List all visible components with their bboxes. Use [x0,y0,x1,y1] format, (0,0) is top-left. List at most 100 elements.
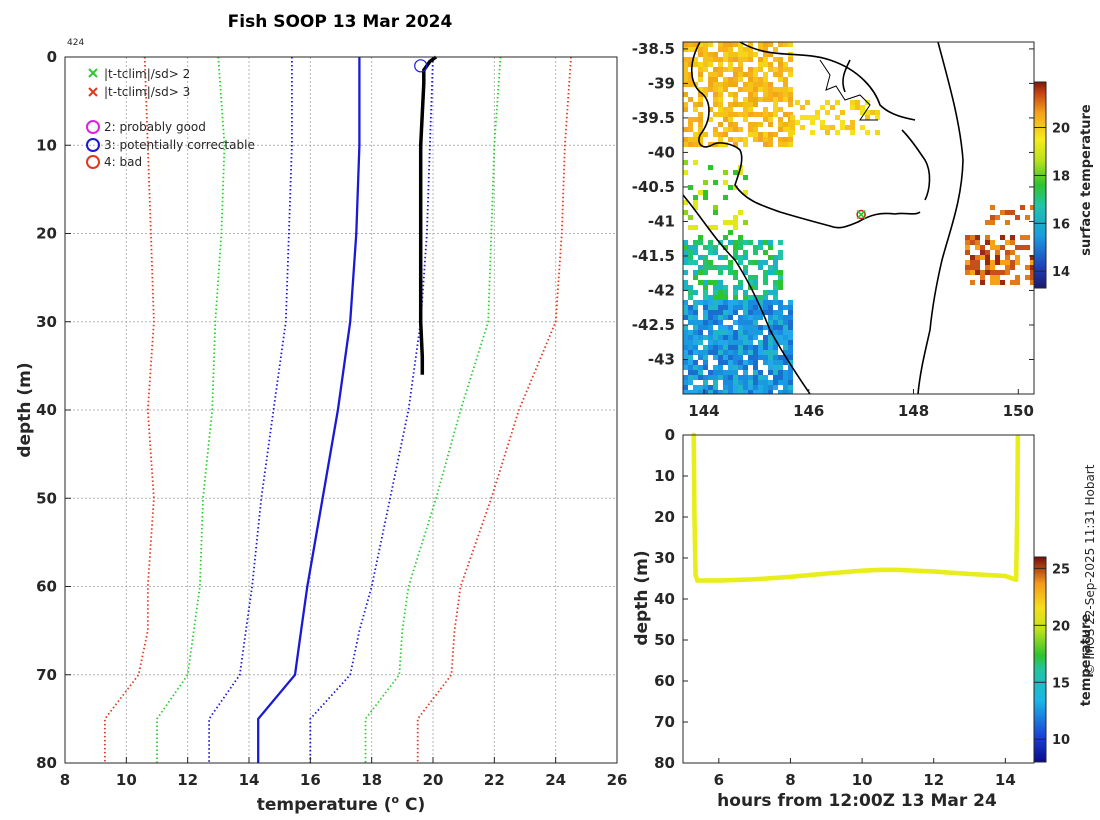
sst-pixel [758,137,763,142]
y-tick-label: 10 [36,136,57,154]
sst-pixel [763,280,768,285]
map-area [683,42,1034,394]
sst-pixel [748,260,753,265]
sst-pixel [788,340,793,345]
x-tick-label: 22 [484,771,505,789]
sst-pixel [778,142,783,147]
trace-x-tick-label: 12 [923,771,944,789]
sst-pixel [698,77,703,82]
sst-pixel [788,380,793,385]
sst-pixel [703,320,708,325]
sst-pixel [738,260,743,265]
sst-pixel [773,375,778,380]
sst-pixel [738,360,743,365]
sst-pixel [763,47,768,52]
sst-pixel [778,320,783,325]
sst-pixel [830,105,835,110]
sst-pixel [788,42,793,47]
sst-pixel [723,142,728,147]
sst-pixel [693,250,698,255]
sst-pixel [820,105,825,110]
sst-pixel [763,270,768,275]
sst-pixel [783,305,788,310]
sst-pixel [763,350,768,355]
sst-pixel [753,137,758,142]
sst-pixel [683,305,688,310]
sst-pixel [693,375,698,380]
sst-pixel [698,117,703,122]
sst-pixel [763,335,768,340]
sst-pixel [783,375,788,380]
sst-pixel [738,385,743,390]
sst-pixel [723,67,728,72]
sst-pixel [713,87,718,92]
sst-pixel [683,330,688,335]
station-cross-b [856,210,866,220]
sst-pixel [698,365,703,370]
sst-pixel [693,315,698,320]
sst-pixel [778,330,783,335]
sst-pixel [1005,255,1010,260]
sst-pixel [733,122,738,127]
sst-pixel [763,325,768,330]
sst-pixel [713,305,718,310]
sst-pixel [718,365,723,370]
sst-pixel [713,102,718,107]
sst-pixel [845,125,850,130]
sst-pixel [733,170,738,175]
sst-pixel [865,130,870,135]
sst-pixel [783,42,788,47]
sst-pixel [703,62,708,67]
sst-pixel [693,320,698,325]
sst-pixel [743,380,748,385]
sst-pixel [738,365,743,370]
sst-pixel [825,100,830,105]
sst-pixel [693,350,698,355]
x-tick-label: 16 [300,771,321,789]
sst-pixel [713,250,718,255]
sst-pixel [713,265,718,270]
sst-pixel [783,137,788,142]
sst-pixel [748,385,753,390]
sst-pixel [713,350,718,355]
sst-pixel [723,57,728,62]
sst-pixel [688,350,693,355]
sst-pixel [763,310,768,315]
sst-pixel [773,87,778,92]
sst-pixel [980,280,985,285]
sst-pixel [783,325,788,330]
sst-pixel [753,365,758,370]
sst-pixel [1020,235,1025,240]
sst-pixel [835,100,840,105]
sst-pixel [738,350,743,355]
trace-cb-tick-label: 10 [1052,733,1070,748]
sst-pixel [778,255,783,260]
sst-pixel [723,132,728,137]
sst-pixel [688,355,693,360]
sst-pixel [763,380,768,385]
sst-pixel [990,220,995,225]
sst-pixel [758,340,763,345]
sst-pixel [743,52,748,57]
sst-pixel [768,310,773,315]
sst-pixel [723,350,728,355]
sst-pixel [688,365,693,370]
sst-pixel [683,375,688,380]
sst-pixel [763,82,768,87]
sst-pixel [788,300,793,305]
sst-pixel [778,42,783,47]
sst-pixel [763,345,768,350]
sst-pixel [698,240,703,245]
sst-pixel [698,67,703,72]
sst-pixel [773,265,778,270]
sst-pixel [693,385,698,390]
flag-circle-marker [414,59,428,73]
sst-pixel [753,132,758,137]
sst-pixel [738,112,743,117]
sst-pixel [703,315,708,320]
sst-pixel [718,72,723,77]
sst-pixel [693,225,698,230]
sst-pixel [738,330,743,335]
sst-pixel [718,132,723,137]
sst-pixel [753,245,758,250]
